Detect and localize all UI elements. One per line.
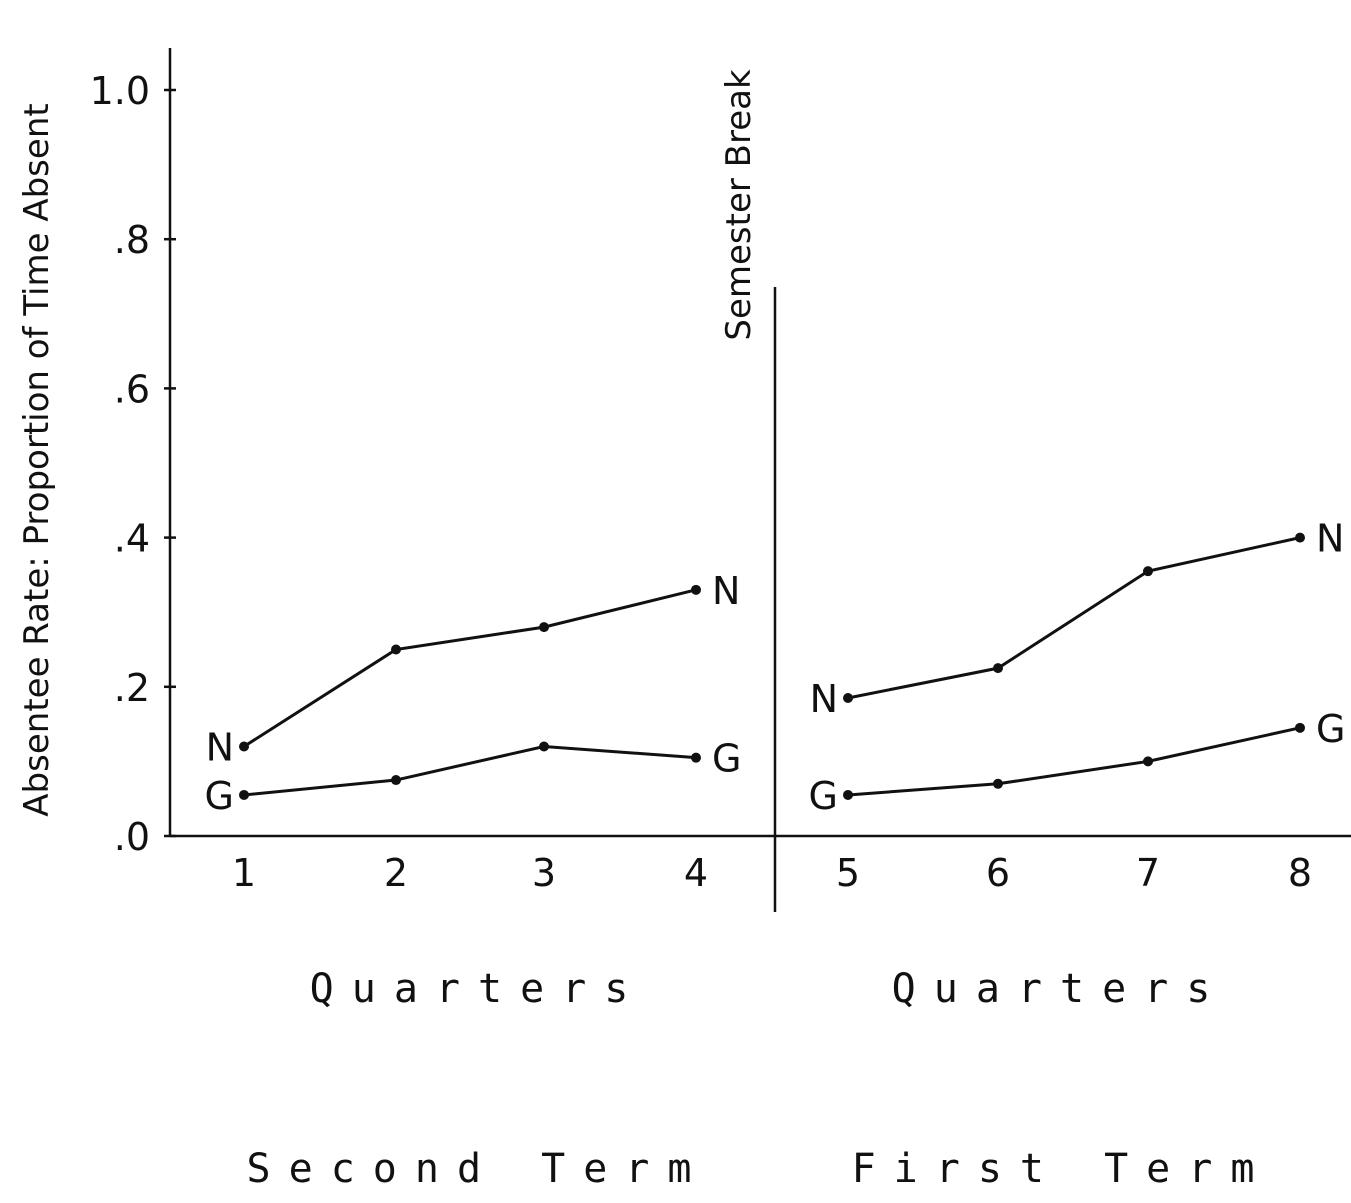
x-tick-label: 8 <box>1288 851 1312 895</box>
y-tick-label: .0 <box>114 815 150 859</box>
x-axis-label-left: Quarters <box>310 966 647 1012</box>
semester-break-label: Semester Break <box>719 69 759 341</box>
x-tick-label: 7 <box>1136 851 1160 895</box>
data-point <box>239 741 249 752</box>
y-axis-label: Absentee Rate: Proportion of Time Absent <box>17 103 57 816</box>
x-tick-label: 5 <box>836 851 860 895</box>
term-label-second: Second Term <box>247 1146 710 1192</box>
y-ticks: .0 .2 .4 .6 .8 1.0 <box>90 69 176 859</box>
series-label-end: N <box>712 569 740 613</box>
data-point <box>843 789 853 800</box>
data-point <box>539 741 549 752</box>
data-point <box>1143 566 1153 577</box>
data-point <box>1295 722 1305 733</box>
series-label-end: N <box>1316 517 1344 561</box>
data-point <box>691 584 701 595</box>
series-line-n-panel-1 <box>243 588 697 748</box>
x-tick-label: 2 <box>384 851 408 895</box>
term-label-first: First Term <box>852 1146 1273 1192</box>
series-label-start: N <box>206 725 234 769</box>
x-tick-label: 6 <box>986 851 1010 895</box>
series-label-start: G <box>809 774 838 818</box>
series-line-n-panel-2 <box>847 536 1301 700</box>
data-point <box>691 752 701 763</box>
data-point <box>993 778 1003 789</box>
x-ticks: 1 2 3 4 5 6 7 8 <box>232 851 1312 895</box>
x-tick-label: 4 <box>684 851 708 895</box>
data-point <box>391 644 401 655</box>
series-label-start: N <box>810 677 838 721</box>
data-point <box>239 789 249 800</box>
data-point <box>391 775 401 786</box>
series-label-start: G <box>205 774 234 818</box>
data-point <box>993 663 1003 674</box>
x-axis-label-right: Quarters <box>892 966 1229 1012</box>
series-line-g-panel-1 <box>243 744 697 797</box>
x-tick-label: 1 <box>232 851 256 895</box>
y-tick-label: .4 <box>114 517 150 561</box>
series-line-g-panel-2 <box>847 726 1301 797</box>
x-tick-label: 3 <box>532 851 556 895</box>
y-tick-label: .8 <box>114 218 150 262</box>
series-label-end: G <box>712 737 741 781</box>
data-point <box>1143 756 1153 767</box>
data-point <box>843 692 853 703</box>
data-point <box>1295 532 1305 543</box>
series-label-end: G <box>1316 707 1345 751</box>
y-tick-label: .2 <box>114 666 150 710</box>
y-tick-label: 1.0 <box>90 69 150 113</box>
y-tick-label: .6 <box>114 367 150 411</box>
data-point <box>539 622 549 633</box>
